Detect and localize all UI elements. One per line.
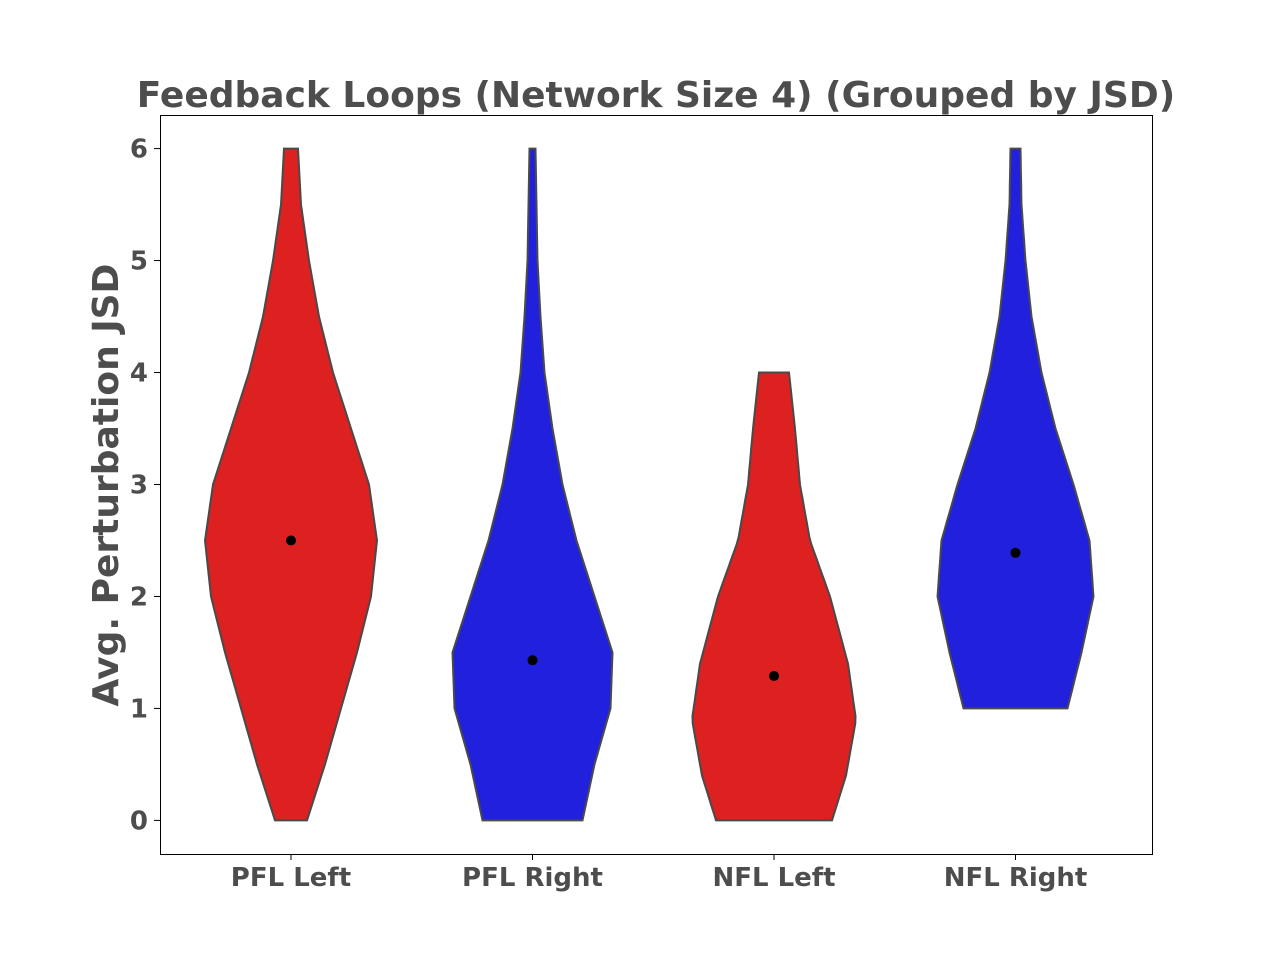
mean-marker-pfl-right <box>527 655 538 666</box>
x-tick-label: PFL Left <box>231 863 351 893</box>
x-tick-label: NFL Left <box>712 863 835 893</box>
x-axis: PFL Left PFL Right NFL Left NFL Right <box>231 854 1088 893</box>
y-tick-label: 4 <box>130 359 148 389</box>
violin-pfl-right <box>451 147 614 822</box>
y-axis-label: Avg. Perturbation JSD <box>86 264 127 707</box>
x-tick-label: PFL Right <box>462 863 603 893</box>
y-tick-label: 2 <box>130 582 148 612</box>
y-tick-label: 3 <box>130 471 148 501</box>
violins-group <box>203 147 1095 822</box>
mean-marker-pfl-left <box>286 535 296 546</box>
means-group <box>286 535 1021 681</box>
y-axis: 0 1 2 3 4 5 6 <box>130 135 160 836</box>
y-tick-label: 5 <box>130 247 148 277</box>
chart-title: Feedback Loops (Network Size 4) (Grouped… <box>137 75 1175 116</box>
mean-marker-nfl-left <box>769 670 779 681</box>
y-tick-label: 0 <box>130 806 148 836</box>
violin-pfl-left <box>203 147 379 822</box>
violin-nfl-right <box>936 147 1095 710</box>
y-tick-label: 1 <box>130 694 148 724</box>
x-tick-label: NFL Right <box>944 863 1088 893</box>
plot-frame <box>160 115 1153 855</box>
mean-marker-nfl-right <box>1010 547 1021 558</box>
y-tick-label: 6 <box>130 135 148 165</box>
violin-nfl-left <box>691 371 857 822</box>
